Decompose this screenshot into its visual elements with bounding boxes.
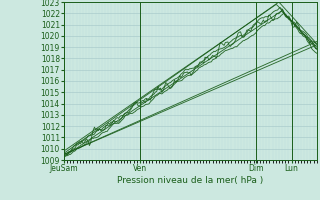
X-axis label: Pression niveau de la mer( hPa ): Pression niveau de la mer( hPa ) [117, 176, 264, 185]
